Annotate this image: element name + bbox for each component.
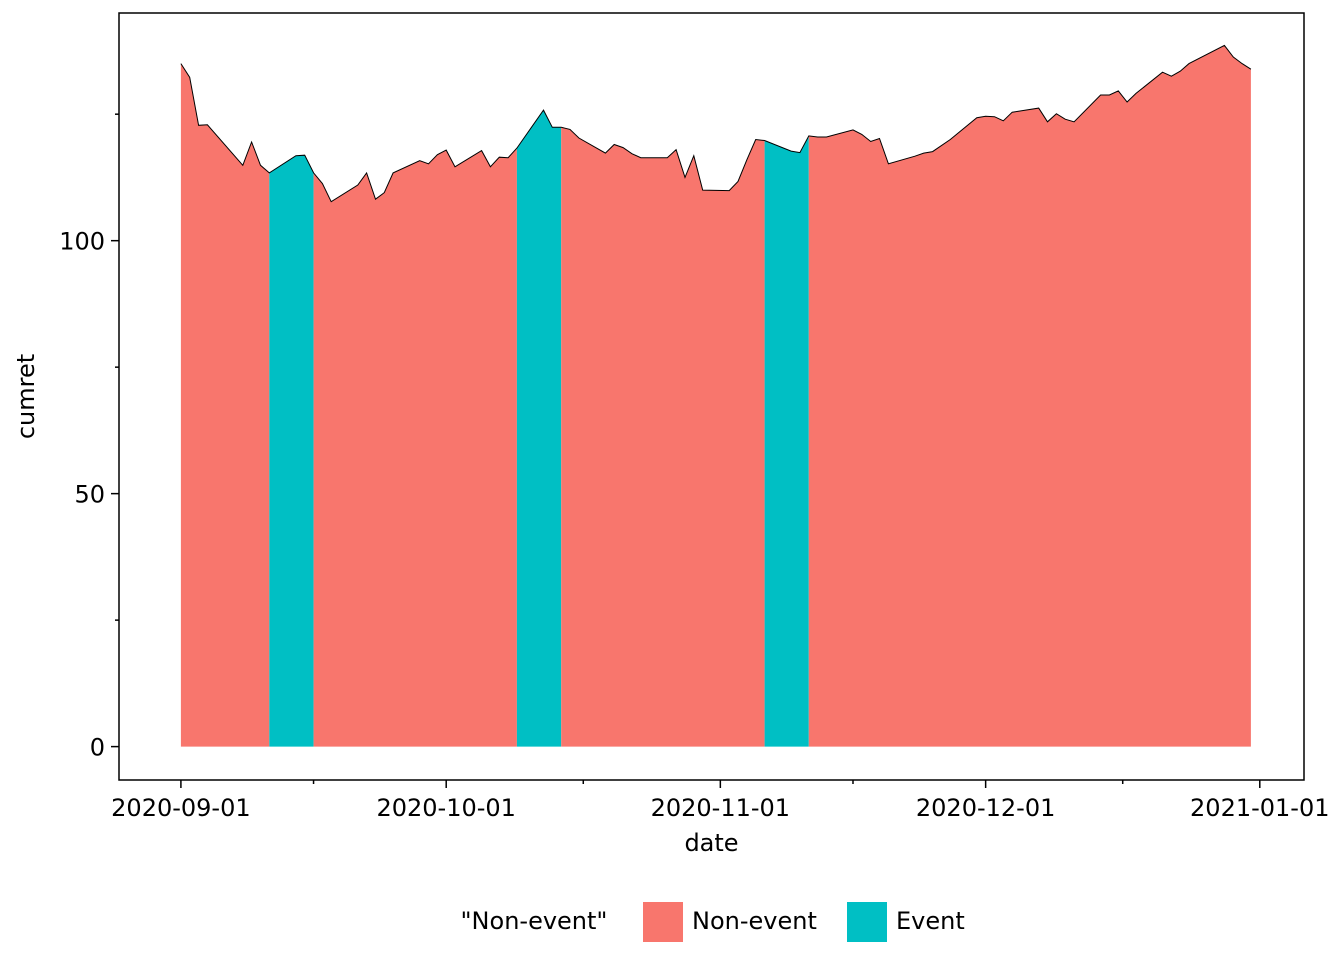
non-event-area-2 [313,148,517,747]
x-axis-title: date [684,829,738,857]
legend: "Non-event" Non-event Event [461,902,965,942]
non-event-area-0 [180,63,270,747]
legend-key-non-event [643,902,683,942]
legend-title: "Non-event" [461,907,608,935]
event-area-5 [764,135,809,747]
cumret-line [180,44,1252,203]
plot-area [180,44,1252,747]
x-tick-label: 2020-12-01 [916,794,1055,822]
x-tick-label: 2020-09-01 [111,794,250,822]
legend-label-non-event: Non-event [692,907,817,935]
legend-label-event: Event [896,907,965,935]
x-tick-label: 2020-11-01 [651,794,790,822]
y-tick-label: 100 [59,228,105,256]
y-tick-label: 50 [74,481,105,509]
non-event-area-6 [808,45,1251,747]
axes: 2020-09-01 2020-10-01 2020-11-01 2020-12-01… [59,113,1330,822]
y-axis-title: cumret [12,354,40,439]
panel-border [118,12,1305,781]
x-tick-label: 2021-01-01 [1190,794,1329,822]
non-event-area-4 [561,127,765,747]
y-tick-label: 0 [90,734,105,762]
event-area-1 [269,155,314,747]
event-area-3 [516,110,562,747]
x-tick-label: 2020-10-01 [376,794,515,822]
legend-key-event [847,902,887,942]
